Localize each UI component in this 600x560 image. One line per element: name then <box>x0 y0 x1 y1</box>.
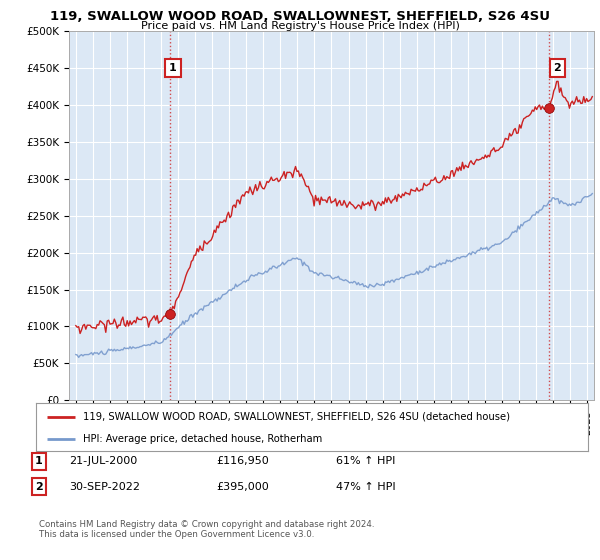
Text: 119, SWALLOW WOOD ROAD, SWALLOWNEST, SHEFFIELD, S26 4SU: 119, SWALLOW WOOD ROAD, SWALLOWNEST, SHE… <box>50 10 550 23</box>
Text: 119, SWALLOW WOOD ROAD, SWALLOWNEST, SHEFFIELD, S26 4SU (detached house): 119, SWALLOW WOOD ROAD, SWALLOWNEST, SHE… <box>83 412 510 422</box>
Text: £116,950: £116,950 <box>216 456 269 466</box>
Text: 30-SEP-2022: 30-SEP-2022 <box>69 482 140 492</box>
Text: 61% ↑ HPI: 61% ↑ HPI <box>336 456 395 466</box>
Text: HPI: Average price, detached house, Rotherham: HPI: Average price, detached house, Roth… <box>83 434 322 444</box>
Text: 21-JUL-2000: 21-JUL-2000 <box>69 456 137 466</box>
Text: 2: 2 <box>553 63 561 73</box>
Text: Contains HM Land Registry data © Crown copyright and database right 2024.
This d: Contains HM Land Registry data © Crown c… <box>39 520 374 539</box>
Text: 47% ↑ HPI: 47% ↑ HPI <box>336 482 395 492</box>
Text: Price paid vs. HM Land Registry's House Price Index (HPI): Price paid vs. HM Land Registry's House … <box>140 21 460 31</box>
Text: 2: 2 <box>35 482 43 492</box>
Text: 1: 1 <box>35 456 43 466</box>
Text: 1: 1 <box>169 63 177 73</box>
Text: £395,000: £395,000 <box>216 482 269 492</box>
